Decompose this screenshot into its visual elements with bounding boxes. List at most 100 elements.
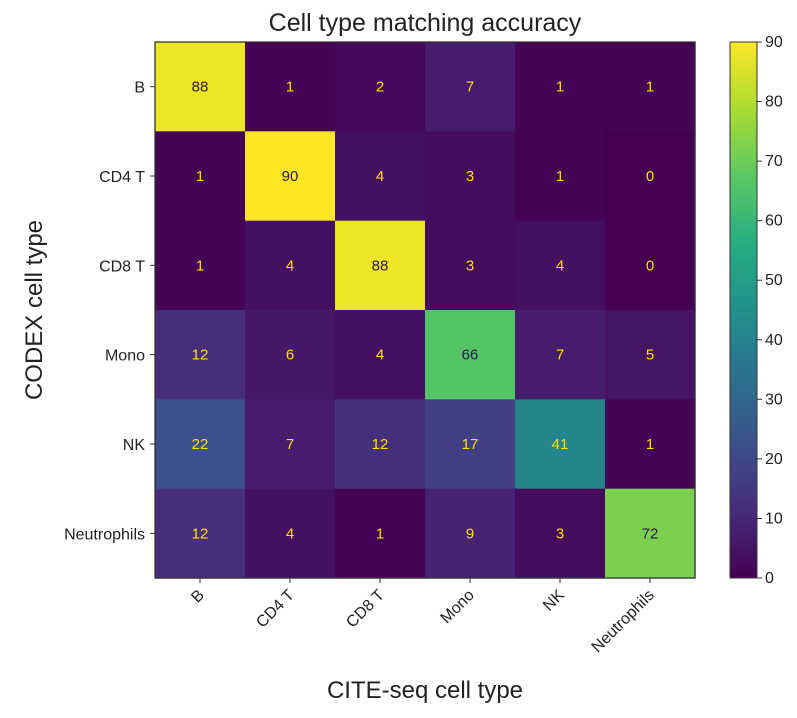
heatmap-cell [245, 399, 336, 490]
y-tick-label: CD8 T [99, 258, 145, 275]
y-tick-label: B [134, 80, 145, 97]
heatmap-cell [515, 310, 606, 400]
colorbar-tick-label: 70 [765, 153, 783, 170]
heatmap-cell [425, 220, 516, 311]
cell-value-label: 12 [192, 347, 209, 364]
heatmap-cell [605, 399, 696, 490]
heatmap-cell [245, 220, 336, 311]
y-tick-label: NK [123, 437, 146, 454]
cell-value-label: 1 [196, 257, 204, 274]
cell-value-label: 88 [372, 257, 389, 274]
cell-value-label: 0 [646, 257, 654, 274]
heatmap-cell [425, 42, 516, 132]
heatmap-cell [605, 131, 696, 222]
cell-value-label: 41 [552, 436, 569, 453]
cell-value-label: 1 [556, 79, 564, 96]
cell-value-label: 3 [466, 168, 474, 185]
colorbar: 0 10 20 30 40 50 60 70 80 90 [729, 34, 783, 587]
heatmap-cell [425, 310, 516, 400]
heatmap-cell [515, 42, 606, 132]
y-tick-labels: B CD4 T CD8 T Mono NK Neutrophils [64, 80, 155, 543]
y-tick-label: Neutrophils [64, 526, 145, 543]
cell-value-label: 17 [462, 436, 479, 453]
heatmap-cells: 88 1 2 7 1 11 90 4 3 1 01 4 88 3 4 012 6 4 66 7 522 7 12 17 41 11… [155, 42, 696, 579]
cell-value-label: 2 [376, 79, 384, 96]
heatmap-cell [335, 220, 426, 311]
x-tick-label: CD8 T [343, 587, 388, 632]
heatmap-cell [515, 220, 606, 311]
cell-value-label: 0 [646, 168, 654, 185]
cell-value-label: 4 [556, 257, 564, 274]
plot-frame [154, 41, 696, 579]
colorbar-tick-label: 60 [765, 213, 783, 230]
heatmap-cell [605, 42, 696, 132]
colorbar-tick-labels: 0 10 20 30 40 50 60 70 80 90 [757, 34, 783, 587]
cell-value-label: 4 [286, 257, 294, 274]
x-tick-label: B [188, 587, 208, 607]
cell-value-label: 3 [466, 257, 474, 274]
cell-value-label: 4 [286, 525, 294, 542]
cell-value-label: 1 [646, 79, 654, 96]
y-tick-label: CD4 T [99, 169, 145, 186]
cell-value-label: 3 [556, 525, 564, 542]
cell-value-label: 7 [466, 79, 474, 96]
cell-value-label: 6 [286, 347, 294, 364]
heatmap-cell [155, 399, 246, 490]
cell-value-label: 1 [376, 525, 384, 542]
cell-value-label: 66 [462, 347, 479, 364]
colorbar-tick-label: 20 [765, 451, 783, 468]
heatmap-cell [155, 488, 246, 579]
colorbar-tick-label: 30 [765, 391, 783, 408]
heatmap-cell [155, 310, 246, 400]
cell-value-label: 5 [646, 347, 654, 364]
x-tick-label: CD4 T [253, 587, 298, 632]
cell-value-label: 88 [192, 79, 209, 96]
y-tick-label: Mono [105, 348, 145, 365]
colorbar-tick-label: 80 [765, 94, 783, 111]
x-axis-label: CITE-seq cell type [327, 677, 523, 704]
cell-value-label: 1 [196, 168, 204, 185]
heatmap-cell [605, 488, 696, 579]
colorbar-tick-label: 90 [765, 34, 783, 51]
cell-value-label: 4 [376, 347, 384, 364]
colorbar-gradient [729, 41, 758, 579]
heatmap-cell [155, 220, 246, 311]
heatmap-cell [155, 131, 246, 222]
cell-value-label: 12 [372, 436, 389, 453]
colorbar-tick-label: 50 [765, 272, 783, 289]
heatmap-cell [335, 42, 426, 132]
heatmap-cell [245, 310, 336, 400]
heatmap-cell [515, 131, 606, 222]
heatmap-cell [425, 131, 516, 222]
cell-value-label: 9 [466, 525, 474, 542]
x-tick-label: NK [540, 587, 568, 615]
heatmap-cell [605, 310, 696, 400]
colorbar-tick-label: 40 [765, 332, 783, 349]
cell-value-label: 72 [642, 525, 659, 542]
heatmap-cell [335, 399, 426, 490]
x-tick-labels: B CD4 T CD8 T Mono NK Neutrophils [188, 578, 658, 656]
heatmap-cell [515, 488, 606, 579]
cell-value-label: 12 [192, 525, 209, 542]
heatmap-cell [245, 42, 336, 132]
cell-value-label: 1 [556, 168, 564, 185]
cell-value-label: 4 [376, 168, 384, 185]
cell-value-label: 1 [646, 436, 654, 453]
x-tick-label: Neutrophils [589, 587, 658, 656]
heatmap-cell [245, 488, 336, 579]
heatmap-cell [515, 399, 606, 490]
heatmap-cell [155, 42, 246, 132]
heatmap-cell [335, 488, 426, 579]
cell-value-label: 90 [282, 168, 299, 185]
cell-value-label: 22 [192, 436, 209, 453]
heatmap-cell [425, 399, 516, 490]
heatmap-cell [335, 131, 426, 222]
colorbar-tick-label: 0 [765, 570, 774, 587]
heatmap-cell [605, 220, 696, 311]
x-tick-label: Mono [438, 587, 478, 627]
heatmap-cell [335, 310, 426, 400]
y-axis-label: CODEX cell type [21, 220, 48, 400]
cell-value-label: 7 [556, 347, 564, 364]
cell-value-label: 7 [286, 436, 294, 453]
